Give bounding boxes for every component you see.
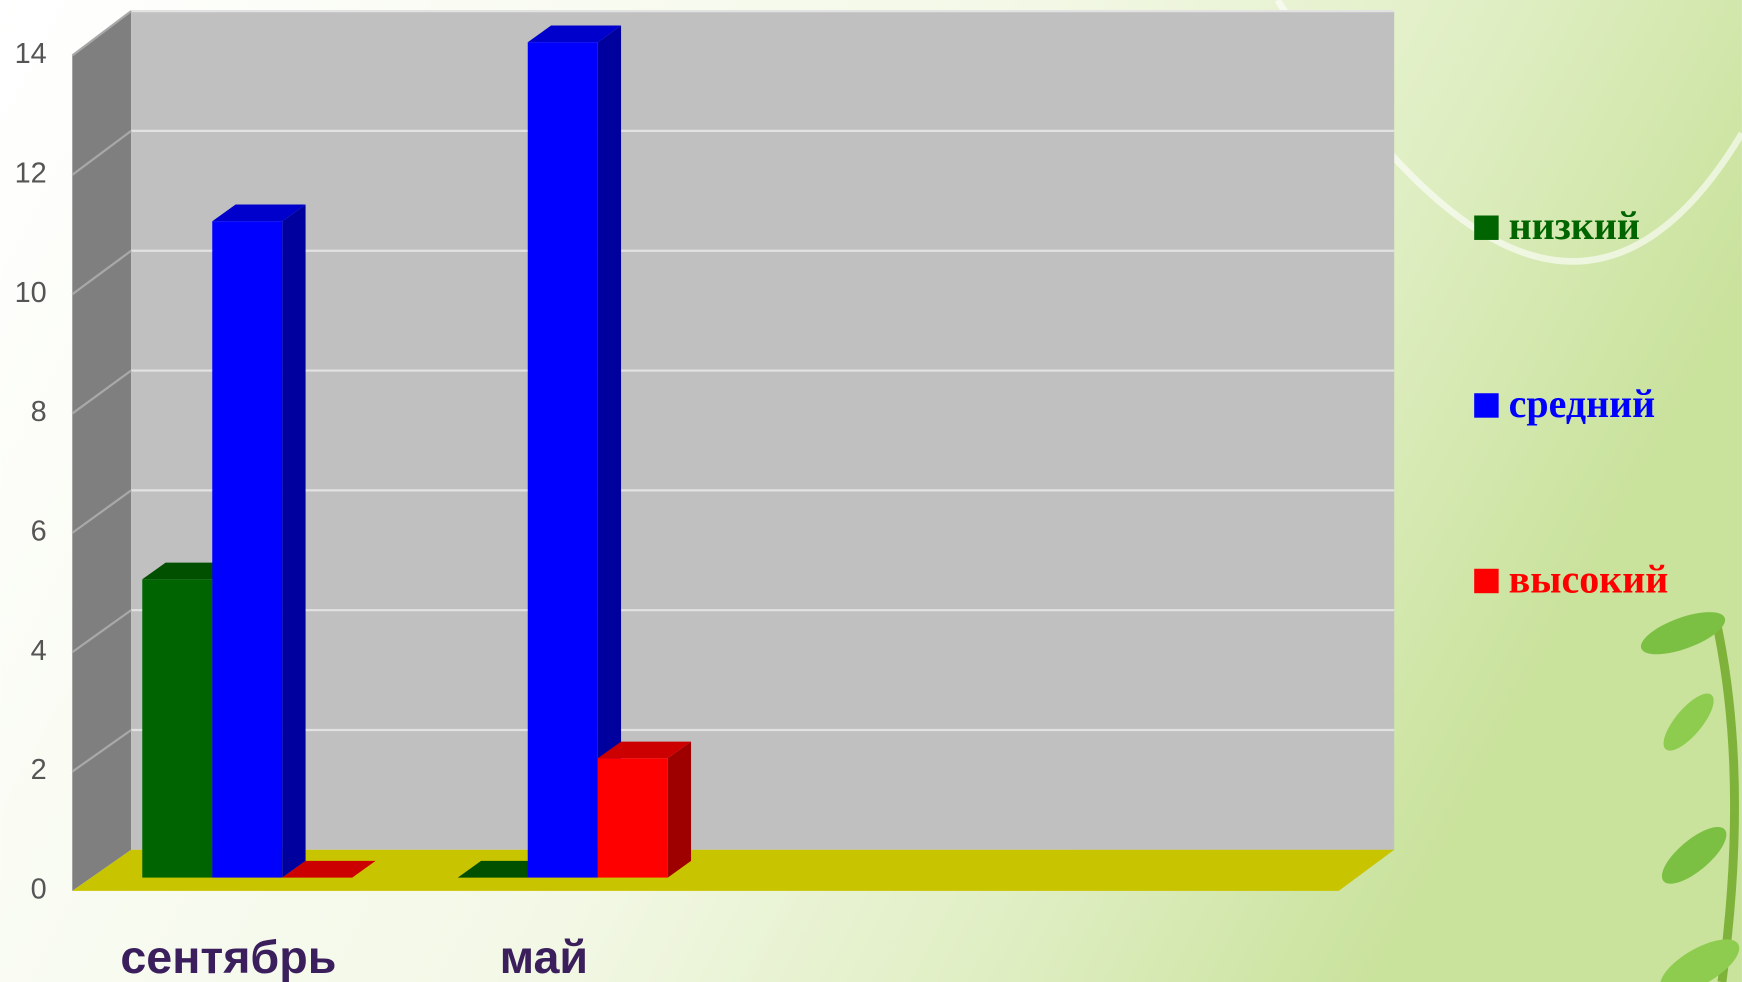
legend-swatch (1474, 568, 1499, 594)
leaf (1661, 827, 1727, 884)
side-wall (72, 11, 132, 891)
x-tick-label: май (500, 931, 589, 982)
bar-top (282, 860, 376, 878)
bar-top (212, 204, 306, 222)
bar-top (527, 25, 622, 43)
bar-side (597, 25, 622, 878)
bar-side (667, 741, 692, 878)
legend-label: высокий (1509, 556, 1669, 601)
leaf (1663, 693, 1714, 751)
grid-line (71, 489, 132, 534)
bar-side (282, 204, 306, 878)
legend-swatch (1474, 393, 1499, 418)
grid-line (71, 130, 132, 176)
legend-label: средний (1509, 381, 1656, 426)
y-tick-label: 14 (15, 38, 47, 70)
bar (527, 42, 598, 878)
back-wall (131, 11, 1395, 850)
bar-top (457, 860, 552, 878)
y-tick-label: 12 (15, 158, 47, 190)
y-tick-label: 8 (31, 396, 47, 428)
grid-line (71, 369, 132, 415)
y-tick-label: 2 (31, 754, 47, 786)
y-tick-label: 10 (15, 277, 47, 309)
floor (72, 849, 1395, 891)
leaf (1640, 612, 1726, 655)
bar (142, 579, 213, 878)
y-tick-label: 6 (31, 516, 47, 548)
legend-swatch (1474, 215, 1499, 240)
x-tick-label: сентябрь (120, 931, 336, 982)
y-tick-label: 4 (31, 635, 47, 667)
grid-line (71, 729, 132, 773)
bar-top (597, 741, 692, 759)
grid-line (71, 10, 132, 57)
leaf (1660, 939, 1740, 982)
bar (597, 758, 668, 878)
y-tick-label: 0 (31, 874, 47, 906)
bar (212, 221, 283, 878)
grid-line (71, 249, 132, 296)
vine (1712, 621, 1739, 982)
legend-label: низкий (1509, 203, 1640, 248)
grid-line (71, 609, 132, 654)
